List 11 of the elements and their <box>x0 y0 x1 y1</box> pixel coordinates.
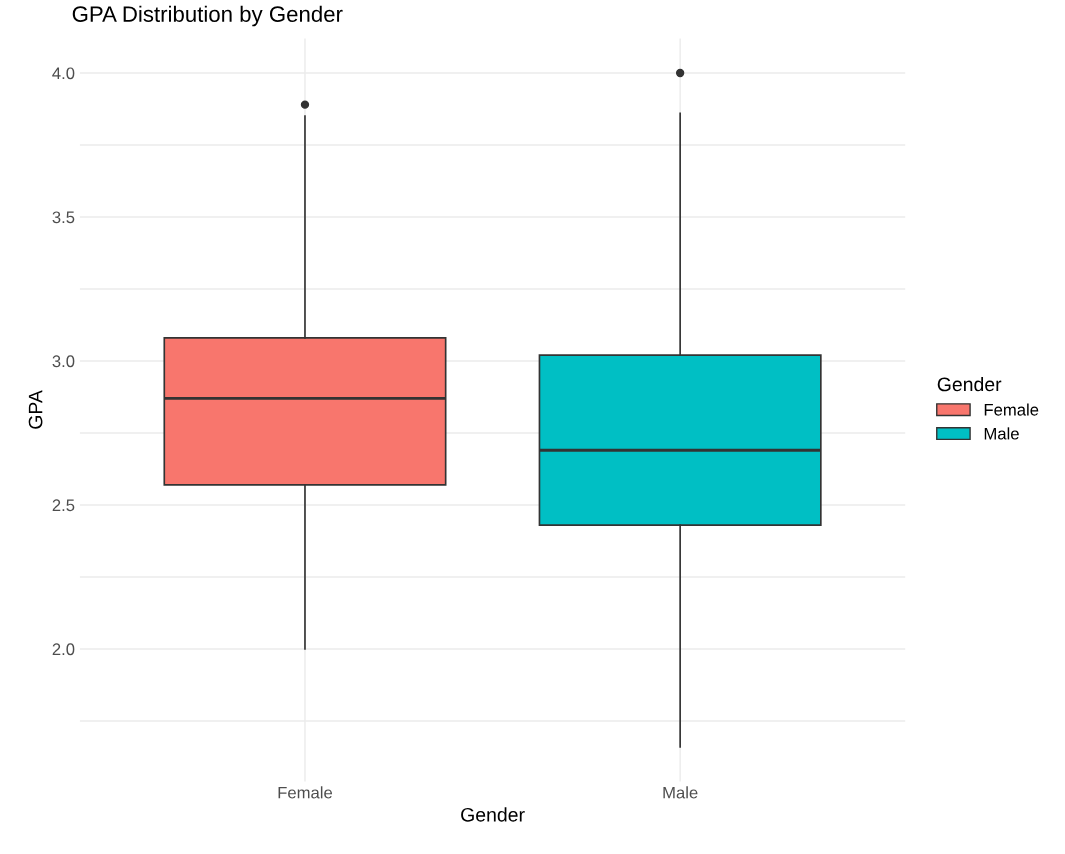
x-axis-title: Gender <box>461 807 525 822</box>
y-tick-label: 2.5 <box>52 499 75 512</box>
y-tick-label: 3.0 <box>52 355 75 368</box>
y-tick-label: 4.0 <box>52 67 75 80</box>
legend-label: Male <box>984 427 1019 440</box>
y-axis-title: GPA <box>28 390 43 429</box>
legend-label: Female <box>984 403 1039 416</box>
y-tick-label: 2.0 <box>52 643 75 656</box>
y-tick-label: 3.5 <box>52 211 75 224</box>
chart-title: GPA Distribution by Gender <box>72 5 343 27</box>
legend-title: Gender <box>937 376 1002 392</box>
